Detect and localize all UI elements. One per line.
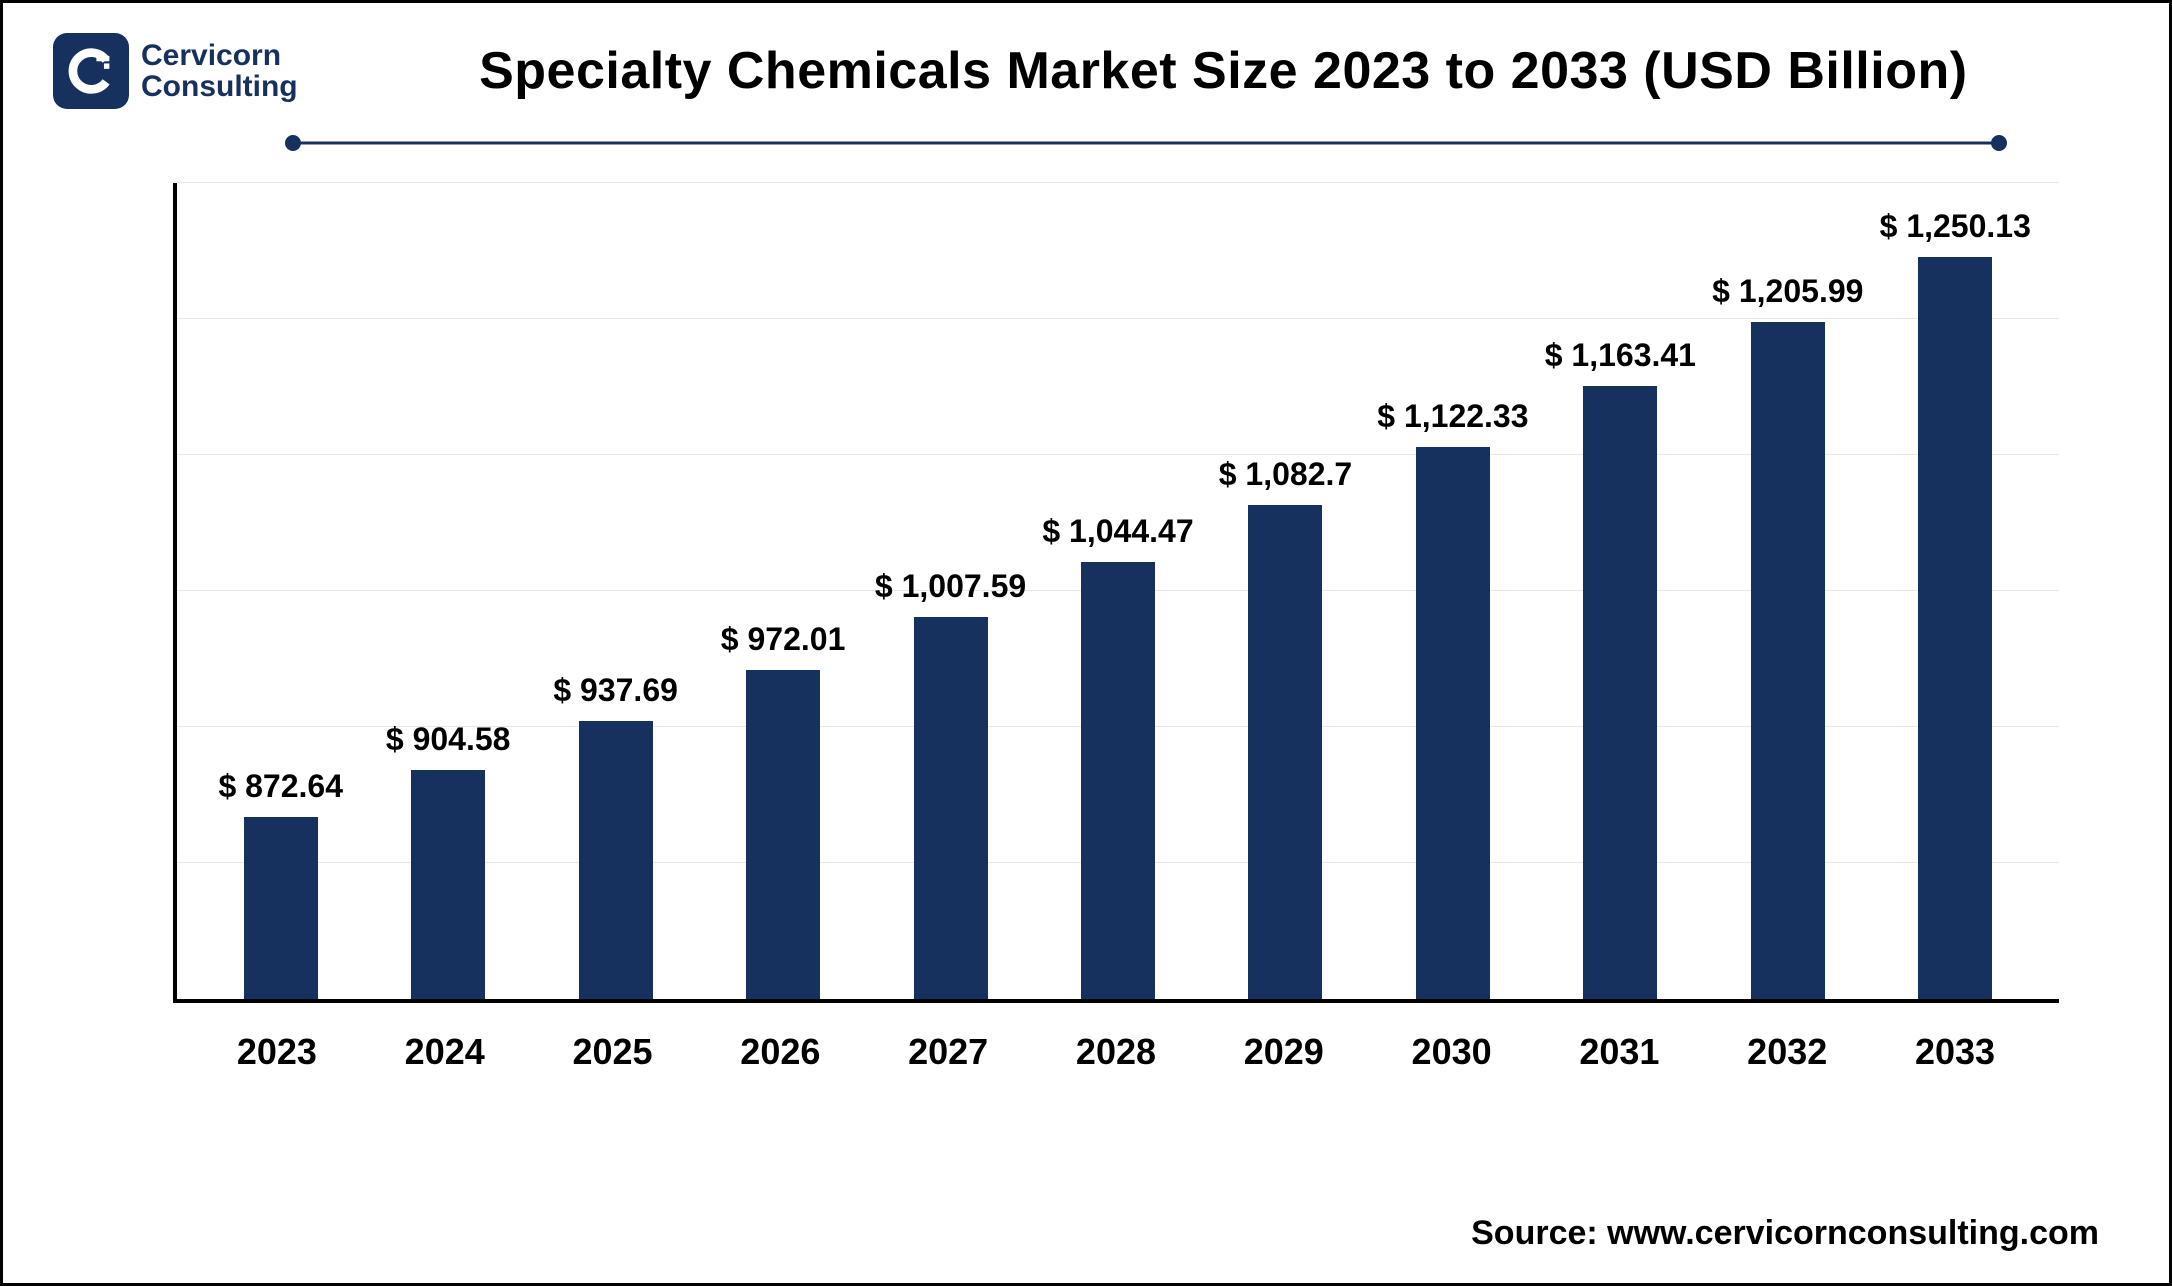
brand-line1: Cervicorn [141, 40, 298, 72]
x-axis-label: 2028 [1032, 1031, 1200, 1073]
logo-c-icon [64, 44, 118, 98]
brand-line2: Consulting [141, 71, 298, 103]
bar-group: $ 1,122.33 [1369, 183, 1536, 999]
bars-container: $ 872.64 $ 904.58 $ 937.69 $ 972.01 $ 1,007.… [177, 183, 2059, 999]
x-axis-label: 2029 [1200, 1031, 1368, 1073]
bar-group: $ 904.58 [364, 183, 531, 999]
bar-group: $ 1,163.41 [1537, 183, 1704, 999]
bar-group: $ 1,205.99 [1704, 183, 1871, 999]
chart-title: Specialty Chemicals Market Size 2023 to … [328, 41, 2119, 101]
bar-value-label: $ 1,082.7 [1219, 456, 1352, 493]
bar [1416, 447, 1490, 999]
bar [579, 721, 653, 999]
x-axis-label: 2026 [696, 1031, 864, 1073]
bar-value-label: $ 904.58 [386, 721, 511, 758]
x-axis-label: 2025 [529, 1031, 697, 1073]
x-axis-label: 2030 [1368, 1031, 1536, 1073]
bar [1081, 562, 1155, 999]
x-axis-labels: 2023202420252026202720282029203020312032… [173, 1031, 2059, 1073]
bar-value-label: $ 872.64 [218, 768, 343, 805]
bar-group: $ 872.64 [197, 183, 364, 999]
header-row: Cervicorn Consulting Specialty Chemicals… [53, 33, 2119, 109]
source-attribution: Source: www.cervicornconsulting.com [1471, 1214, 2099, 1253]
bar-value-label: $ 1,122.33 [1377, 398, 1528, 435]
bar-value-label: $ 1,250.13 [1880, 208, 2031, 245]
x-axis-label: 2032 [1703, 1031, 1871, 1073]
bar [1751, 322, 1825, 999]
divider-line [293, 142, 1999, 145]
bar [914, 617, 988, 999]
bar [746, 670, 820, 999]
plot-region: $ 872.64 $ 904.58 $ 937.69 $ 972.01 $ 1,007.… [173, 183, 2059, 1003]
bar-value-label: $ 1,205.99 [1712, 273, 1863, 310]
bar [1248, 505, 1322, 999]
x-axis-label: 2027 [864, 1031, 1032, 1073]
bar-group: $ 1,007.59 [867, 183, 1034, 999]
divider-dot-left [285, 135, 301, 151]
bar [411, 770, 485, 999]
x-axis-label: 2031 [1536, 1031, 1704, 1073]
chart-area: $ 872.64 $ 904.58 $ 937.69 $ 972.01 $ 1,007.… [173, 183, 2059, 1003]
bar [1583, 386, 1657, 999]
bar-group: $ 1,082.7 [1202, 183, 1369, 999]
bar-value-label: $ 1,044.47 [1042, 513, 1193, 550]
bar-group: $ 1,044.47 [1034, 183, 1201, 999]
bar-value-label: $ 1,163.41 [1545, 337, 1696, 374]
bar-value-label: $ 1,007.59 [875, 568, 1026, 605]
bar [1918, 257, 1992, 999]
x-axis-label: 2024 [361, 1031, 529, 1073]
chart-frame: Cervicorn Consulting Specialty Chemicals… [0, 0, 2172, 1286]
x-axis-label: 2023 [193, 1031, 361, 1073]
bar-group: $ 937.69 [532, 183, 699, 999]
x-axis-label: 2033 [1871, 1031, 2039, 1073]
bar-group: $ 1,250.13 [1872, 183, 2039, 999]
brand-logo: Cervicorn Consulting [53, 33, 298, 109]
bar [244, 817, 318, 999]
bar-value-label: $ 937.69 [553, 672, 678, 709]
title-wrap: Specialty Chemicals Market Size 2023 to … [328, 41, 2119, 101]
bar-value-label: $ 972.01 [721, 621, 846, 658]
divider-dot-right [1991, 135, 2007, 151]
bar-group: $ 972.01 [699, 183, 866, 999]
title-divider [293, 133, 1999, 153]
logo-mark [53, 33, 129, 109]
logo-text: Cervicorn Consulting [141, 40, 298, 103]
